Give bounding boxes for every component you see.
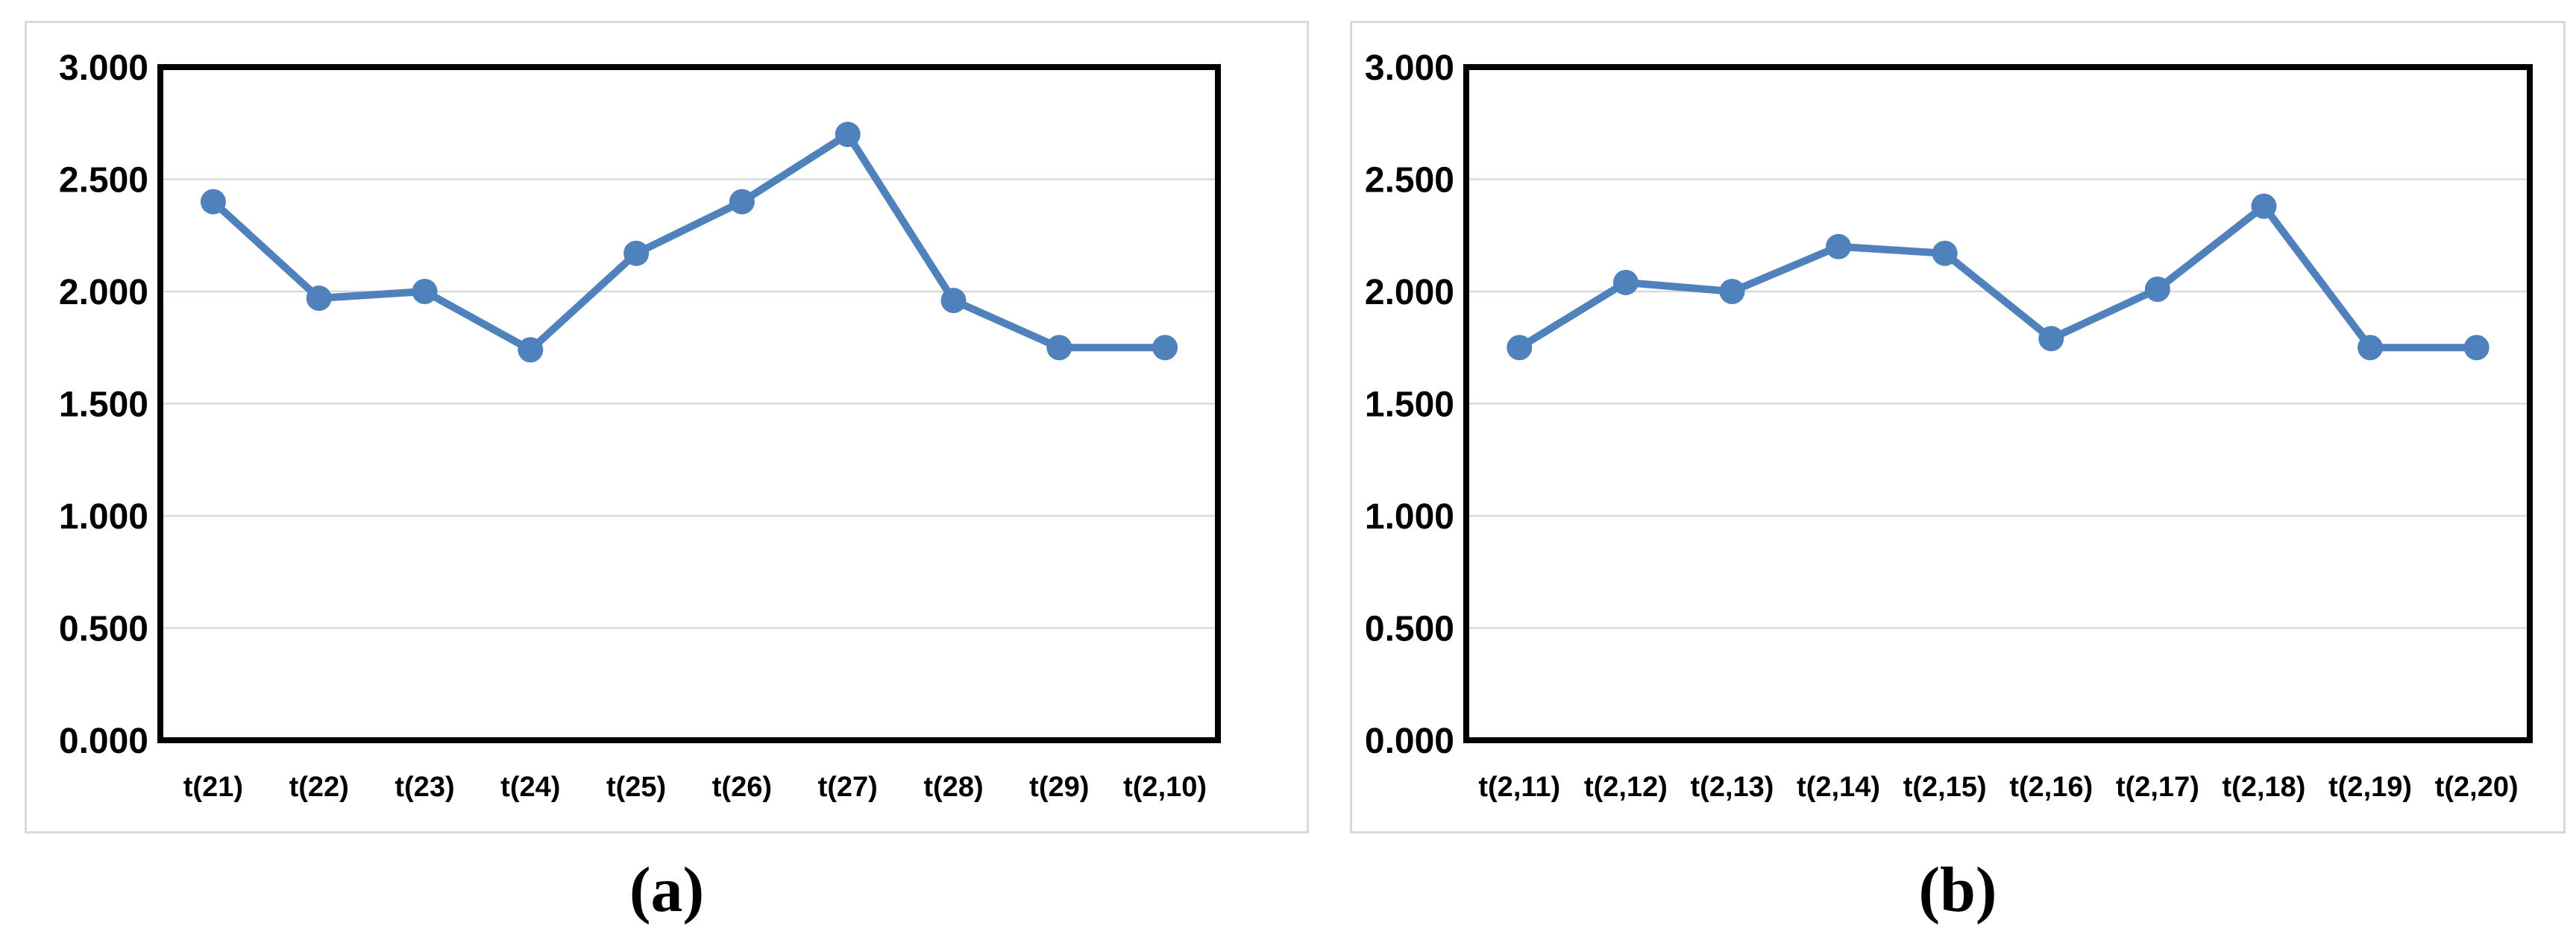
x-axis-tick-label: t(2,13)	[1691, 772, 1774, 803]
data-point-marker	[2357, 335, 2384, 361]
y-axis-tick-label: 3.000	[59, 48, 148, 88]
data-point-marker	[940, 288, 967, 314]
x-axis-tick-label: t(23)	[395, 772, 454, 803]
y-axis-tick-label: 2.500	[59, 161, 148, 201]
x-axis-tick-label: t(24)	[500, 772, 560, 803]
y-axis-tick-label: 1.000	[1365, 497, 1454, 537]
caption-a: (a)	[629, 854, 705, 925]
data-point-marker	[306, 286, 332, 312]
data-point-marker	[412, 279, 438, 304]
x-axis-tick-label: t(2,19)	[2328, 772, 2412, 803]
x-axis-tick-label: t(2,20)	[2435, 772, 2519, 803]
y-axis-tick-label: 0.500	[1365, 610, 1454, 649]
data-point-marker	[2251, 193, 2277, 219]
x-axis-tick-label: t(22)	[289, 772, 349, 803]
data-point-marker	[1826, 233, 1852, 259]
line-chart-a: 3.000 2.500 2.000 1.500 1.000 0.500 0.000 t(21)…	[59, 48, 1221, 803]
x-axis-tick-label: t(21)	[183, 772, 243, 803]
x-axis-tick-label: t(2,18)	[2222, 772, 2306, 803]
data-point-marker	[835, 122, 861, 148]
y-axis-tick-label: 1.000	[59, 497, 148, 537]
x-axis-tick-label: t(2,12)	[1584, 772, 1668, 803]
data-point-marker	[518, 337, 544, 363]
data-point-marker	[2038, 326, 2064, 352]
data-point-marker	[2144, 276, 2170, 302]
x-axis-tick-label: t(2,16)	[2009, 772, 2093, 803]
data-point-marker	[1612, 269, 1639, 295]
x-axis-tick-label: t(25)	[606, 772, 666, 803]
data-line	[1515, 202, 2481, 352]
x-axis-tick-label: t(2,17)	[2116, 772, 2199, 803]
y-axis-tick-label: 1.500	[1365, 385, 1454, 425]
data-point-marker	[1507, 335, 1533, 361]
data-point-marker	[2463, 335, 2489, 361]
x-axis-tick-label: t(2,15)	[1903, 772, 1987, 803]
chart-panel-b: 3.000 2.500 2.000 1.500 1.000 0.500 0.000 t(2,1…	[1350, 21, 2566, 833]
data-point-marker	[729, 189, 755, 215]
chart-panel-a: 3.000 2.500 2.000 1.500 1.000 0.500 0.000 t(21)…	[25, 21, 1309, 833]
x-axis-tick-label: t(27)	[818, 772, 878, 803]
x-axis-tick-label: t(2,11)	[1478, 772, 1560, 803]
data-point-marker	[1719, 279, 1745, 304]
y-axis-tick-label: 2.000	[59, 273, 148, 312]
y-axis-tick-label: 0.000	[1365, 722, 1454, 761]
x-axis-tick-label: t(2,14)	[1797, 772, 1880, 803]
plot-border	[157, 64, 1221, 743]
x-axis-tick-label: t(29)	[1029, 772, 1089, 803]
data-line	[209, 130, 1169, 354]
data-point-marker	[1932, 240, 1958, 266]
y-axis-tick-label: 1.500	[59, 385, 148, 425]
data-point-marker	[200, 189, 226, 215]
y-axis-tick-label: 3.000	[1365, 48, 1454, 88]
data-point-marker	[623, 240, 650, 266]
plot-border	[1463, 64, 2533, 743]
x-axis-tick-label: t(28)	[923, 772, 983, 803]
x-axis-tick-label: t(26)	[712, 772, 772, 803]
x-axis-tick-label: t(2,10)	[1123, 772, 1207, 803]
caption-b: (b)	[1918, 854, 1997, 925]
y-axis-tick-label: 2.000	[1365, 273, 1454, 312]
y-axis-tick-label: 0.500	[59, 610, 148, 649]
y-axis-tick-label: 0.000	[59, 722, 148, 761]
data-point-marker	[1046, 335, 1072, 361]
y-axis-tick-label: 2.500	[1365, 161, 1454, 201]
data-point-marker	[1152, 335, 1178, 361]
line-chart-b: 3.000 2.500 2.000 1.500 1.000 0.500 0.000 t(2,1…	[1365, 48, 2533, 803]
